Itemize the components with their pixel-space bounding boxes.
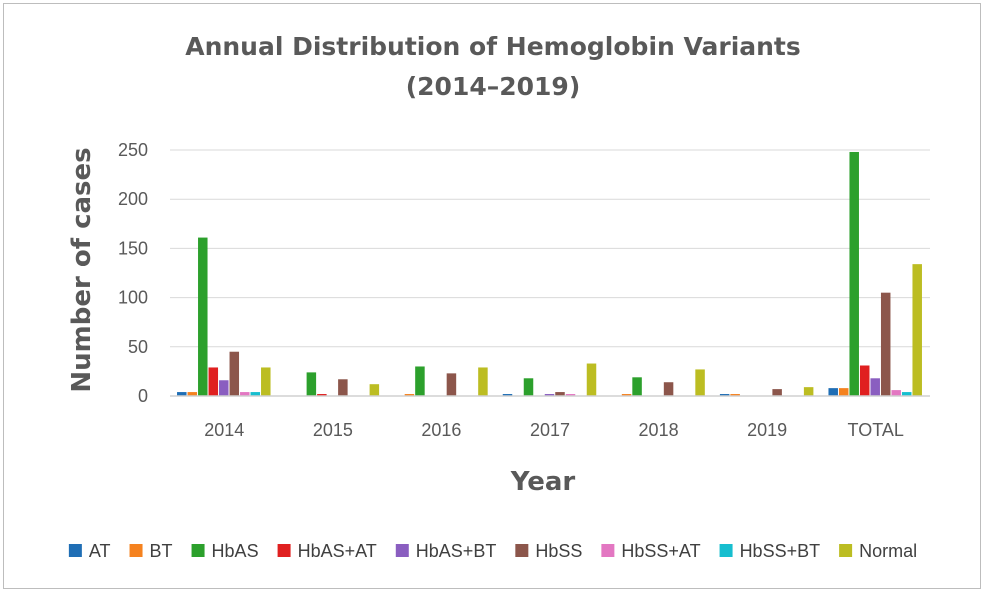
x-tick-label: 2016 — [421, 420, 461, 440]
chart-frame — [3, 3, 981, 589]
legend-label-hbss-plus-at: HbSS+AT — [621, 541, 700, 561]
bar-hbss-plus-at-total — [891, 390, 901, 396]
bar-bt-total — [838, 388, 849, 396]
bar-at-2014 — [177, 392, 187, 396]
bar-hbss-plus-at-2017 — [565, 394, 576, 396]
bar-normal-2019 — [803, 387, 814, 396]
bar-at-2017 — [502, 394, 513, 396]
legend-label-bt: BT — [150, 541, 173, 561]
bar-at-2019 — [719, 394, 730, 396]
legend-label-at: AT — [89, 541, 111, 561]
bar-hbas-2016 — [415, 366, 425, 396]
bar-bt-2014 — [187, 392, 198, 396]
legend-swatch-hbss — [515, 544, 529, 557]
bar-normal-2017 — [586, 363, 597, 396]
bar-bt-2016 — [404, 394, 415, 396]
bar-hbss-2014 — [229, 351, 240, 396]
bar-normal-2015 — [369, 384, 380, 396]
bar-bt-2018 — [621, 394, 632, 396]
bar-hbas-plus-at-total — [859, 365, 870, 396]
bar-hbas-plus-bt-total — [870, 378, 880, 396]
x-tick-label: 2017 — [530, 420, 570, 440]
x-tick-label: 2014 — [204, 420, 244, 440]
x-tick-label: 2018 — [639, 420, 679, 440]
y-tick-label: 200 — [118, 189, 148, 209]
legend-label-hbas-plus-bt: HbAS+BT — [416, 541, 497, 561]
bar-hbas-2018 — [632, 377, 642, 396]
legend-swatch-normal — [839, 544, 853, 557]
bar-hbss-2015 — [338, 379, 348, 396]
x-tick-label: 2015 — [313, 420, 353, 440]
legend-swatch-hbss-plus-at — [601, 544, 615, 557]
bar-hbss-2017 — [555, 392, 565, 396]
legend-swatch-at — [68, 544, 82, 557]
bar-hbas-plus-bt-2017 — [544, 394, 555, 396]
x-tick-label: TOTAL — [848, 420, 904, 440]
y-tick-label: 100 — [118, 288, 148, 308]
bar-hbss-plus-bt-total — [901, 392, 912, 396]
bar-hbas-total — [849, 151, 859, 396]
bars — [177, 151, 922, 396]
bar-at-total — [828, 388, 838, 396]
bar-hbas-2017 — [523, 378, 534, 396]
gridlines — [170, 149, 930, 348]
bar-normal-2016 — [478, 367, 488, 396]
bar-hbas-plus-at-2015 — [317, 394, 327, 396]
bar-hbas-2014 — [198, 237, 208, 396]
legend-label-hbas-plus-at: HbAS+AT — [298, 541, 377, 561]
bar-hbas-plus-at-2014 — [208, 367, 219, 396]
y-axis-ticks: 0 50 100 150 200 250 — [118, 140, 148, 406]
legend-swatch-hbas — [191, 544, 205, 557]
chart-title-line-2: (2014–2019) — [405, 72, 581, 101]
bar-normal-2018 — [695, 369, 705, 396]
y-tick-label: 0 — [138, 386, 148, 406]
bar-normal-2014 — [261, 367, 271, 396]
y-tick-label: 50 — [128, 337, 148, 357]
x-axis-title: Year — [510, 467, 576, 497]
bar-hbss-2018 — [663, 382, 674, 396]
legend-swatch-hbas-plus-at — [277, 544, 291, 557]
bar-normal-total — [912, 264, 922, 396]
bar-hbss-plus-bt-2014 — [250, 392, 261, 396]
bar-hbss-total — [880, 292, 891, 396]
x-axis-ticks: 2014 2015 2016 2017 2018 2019 TOTAL — [204, 420, 904, 440]
legend-label-normal: Normal — [859, 541, 917, 561]
legend: AT BT HbAS HbAS+AT HbAS+BT HbSS HbSS+AT HbSS+BT… — [68, 541, 917, 561]
y-tick-label: 250 — [118, 140, 148, 160]
x-tick-label: 2019 — [747, 420, 787, 440]
chart-title-line-1: Annual Distribution of Hemoglobin Varian… — [185, 32, 801, 61]
bar-hbas-2015 — [306, 372, 317, 396]
legend-swatch-hbas-plus-bt — [395, 544, 409, 557]
bar-bt-2019 — [730, 394, 740, 396]
legend-swatch-bt — [129, 544, 143, 557]
legend-label-hbss-plus-bt: HbSS+BT — [740, 541, 821, 561]
bar-hbss-plus-at-2014 — [240, 392, 250, 396]
y-tick-label: 150 — [118, 238, 148, 258]
legend-label-hbss: HbSS — [535, 541, 582, 561]
y-axis-title: Number of cases — [67, 147, 97, 392]
bar-hbss-2019 — [772, 389, 782, 396]
legend-label-hbas: HbAS — [212, 541, 259, 561]
legend-swatch-hbss-plus-bt — [719, 544, 733, 557]
bar-hbss-2016 — [446, 373, 457, 396]
bar-hbas-plus-bt-2014 — [219, 380, 229, 396]
